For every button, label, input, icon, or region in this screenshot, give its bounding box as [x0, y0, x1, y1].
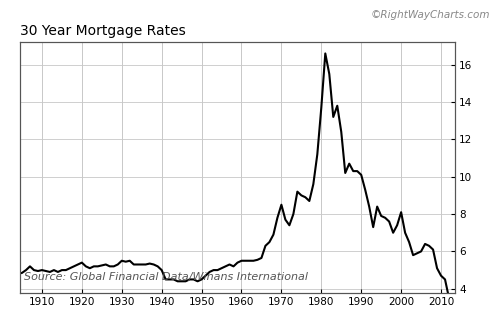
Text: ©RightWayCharts.com: ©RightWayCharts.com	[370, 10, 490, 20]
Text: 30 Year Mortgage Rates: 30 Year Mortgage Rates	[20, 24, 186, 38]
Text: Source: Global Financial Data/Winans International: Source: Global Financial Data/Winans Int…	[24, 272, 308, 282]
